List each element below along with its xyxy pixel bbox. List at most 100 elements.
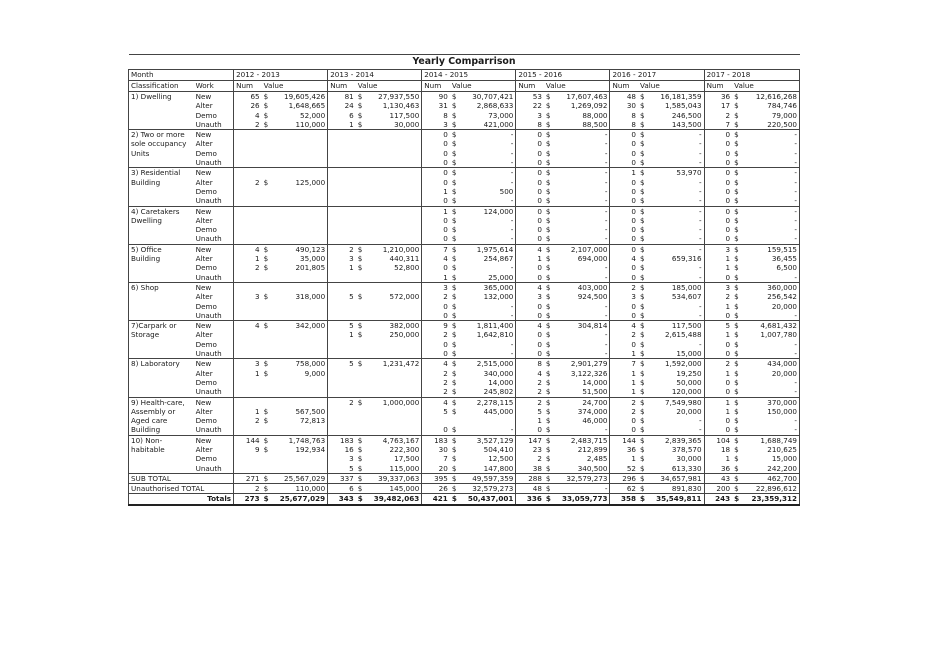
currency-cell: $ [449,320,460,331]
value-cell: - [742,234,801,245]
value-cell: 212,899 [577,444,608,454]
currency-cell: $ [640,119,645,129]
value-cell: 19,605,426 [284,92,326,101]
table-row: Demo 2 $201,805 1 $52,800 0 $ -0 $ -0 $ -1 $6,500 [127,263,801,273]
currency-cell: $ [734,349,739,359]
classification-cell: 3) Residential [127,167,194,178]
num-cell: 26 [233,101,262,111]
num-cell: 0 [609,225,638,235]
value-cell: - [604,425,608,435]
value-cell: 3,527,129 [459,434,516,445]
currency-cell: $ [451,196,457,206]
currency-cell: $ [732,396,743,407]
work-cell: Demo [195,186,217,196]
value-cell [272,302,328,311]
value-cell: - [459,167,516,178]
currency-cell: $ [640,254,645,264]
value-cell: 534,607 [671,292,702,302]
num-cell: 5 [327,320,356,331]
num-cell: 2 [233,119,262,130]
currency-cell: $ [640,186,645,196]
currency-cell: $ [355,358,366,369]
value-cell: 1,642,810 [476,330,514,340]
num-cell: 0 [609,148,638,159]
num-cell: 17 [703,101,733,111]
num-cell: 0 [703,225,733,235]
value-cell [366,340,422,349]
value-cell [272,340,328,349]
value-cell [271,281,328,293]
value-cell: - [742,215,801,226]
num-cell: 1 [703,301,733,311]
work-cell: Alter [195,254,213,264]
value-cell: - [742,387,801,397]
value-cell: - [742,139,801,149]
num-cell: 271 [233,472,262,484]
table-row: Units Demo 0 $ -0 $ -0 $ -0 $ - [127,148,801,159]
num-cell: 0 [421,349,450,359]
value-cell: 25,677,029 [271,493,328,506]
currency-cell: $ [640,110,645,120]
num-cell [327,129,356,140]
currency-cell: $ [545,148,551,158]
value-cell [366,139,422,148]
value-cell: 27,937,550 [378,92,420,101]
currency-cell: $ [734,454,739,464]
table-row: Unauth 0 $ -0 $ -1 $15,000 0 $ - [127,349,801,359]
table-row: 1) Dwelling New 65 $19,605,426 81 $27,937,550… [127,91,801,102]
value-cell: 117,500 [648,320,705,331]
num-cell: 395 [421,472,450,484]
num-cell: 18 [703,444,733,455]
value-cell: - [742,272,801,283]
value-cell: 2,107,000 [553,243,610,255]
table-row: Demo 1 $500 0 $ -0 $ -0 $ - [127,186,801,197]
table-row: 6) Shop New 3 $365,000 4 $403,000 2 $185,000 3 $3… [127,281,801,293]
currency-cell: $ [449,358,460,369]
value-cell: - [553,129,610,140]
num-header: Num [233,80,262,92]
classification-header: Classification [127,80,194,92]
currency-cell [356,139,366,148]
currency-cell: $ [545,225,551,235]
num-cell: 0 [703,148,733,159]
num-cell: 0 [421,148,450,159]
value-cell: - [742,167,801,178]
work-cell: Demo [195,416,217,426]
value-cell: 20,000 [742,368,801,378]
work-cell: New [193,129,234,140]
table-row: Unauth 2 $110,000 1 $30,000 3 $421,000 8 $88,500… [127,119,801,130]
currency-cell [262,158,272,168]
num-cell: 8 [609,110,638,120]
num-cell [233,463,262,474]
currency-cell [262,387,272,397]
num-cell: 1 [327,330,356,340]
currency-cell: $ [545,186,551,196]
num-cell: 183 [327,434,356,445]
currency-cell: $ [734,310,739,320]
currency-cell: $ [545,425,551,435]
currency-cell: $ [449,483,460,494]
value-cell: 360,000 [742,281,801,293]
currency-cell: $ [543,434,554,445]
num-cell: 0 [515,225,544,235]
num-cell [233,349,262,359]
currency-cell: $ [449,129,460,140]
currency-cell: $ [734,463,739,473]
num-cell [233,330,262,340]
num-cell: 2 [609,406,638,417]
num-cell [233,387,262,397]
num-cell [327,301,356,311]
num-cell [233,396,262,407]
currency-cell: $ [451,310,457,320]
currency-cell: $ [357,119,363,129]
num-cell [327,205,356,216]
classification-cell: Building [127,425,194,436]
num-cell: 2 [703,292,733,302]
num-cell: 8 [515,358,544,369]
num-cell [233,310,262,321]
num-cell: 0 [609,215,638,226]
currency-cell: $ [545,177,551,187]
value-cell: 210,625 [742,444,801,455]
num-cell: 81 [327,91,356,102]
num-cell: 0 [703,158,733,168]
